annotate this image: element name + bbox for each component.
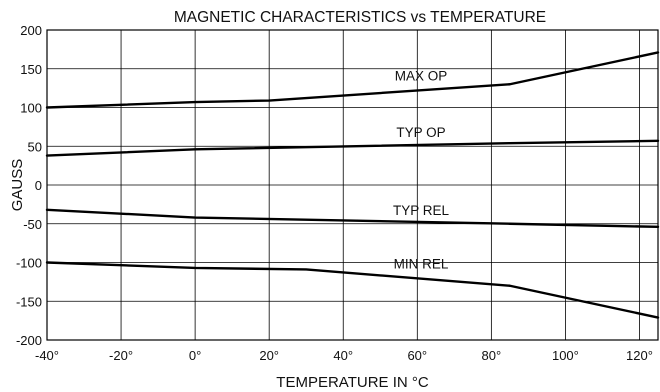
y-tick-label: -150 — [16, 294, 42, 309]
y-tick-label: -100 — [16, 256, 42, 271]
x-tick-label: 0° — [189, 348, 201, 363]
y-tick-label: 200 — [20, 23, 42, 38]
series-label-max-op: MAX OP — [395, 68, 448, 83]
x-tick-label: 80° — [482, 348, 502, 363]
y-tick-label: -200 — [16, 333, 42, 348]
series-line-typ-rel — [45, 208, 660, 229]
chart-title: MAGNETIC CHARACTERISTICS vs TEMPERATURE — [174, 9, 546, 26]
x-tick-label: 60° — [407, 348, 427, 363]
tick-labels: -40° -20° 0° 20° 40° 60° 80° 100° 120° -200 -150 -1… — [16, 23, 653, 363]
series-lines — [45, 51, 660, 319]
y-tick-label: 50 — [28, 139, 42, 154]
x-tick-label: 120° — [626, 348, 653, 363]
grid-lines — [46, 29, 658, 341]
x-axis-label: TEMPERATURE IN °C — [276, 374, 429, 391]
series-label-typ-rel: TYP REL — [393, 203, 450, 218]
plot-frame — [46, 29, 659, 341]
x-tick-label: 20° — [259, 348, 279, 363]
x-tick-label: 100° — [552, 348, 579, 363]
x-tick-label: -40° — [35, 348, 59, 363]
y-axis-label: GAUSS — [9, 159, 26, 212]
series-line-min-rel — [45, 261, 660, 319]
series-line-max-op — [45, 51, 660, 109]
series-labels: MAX OP TYP OP TYP REL MIN REL — [393, 68, 450, 271]
y-tick-label: 0 — [35, 178, 42, 193]
series-line-typ-op — [45, 139, 660, 157]
series-label-min-rel: MIN REL — [394, 257, 449, 272]
y-tick-label: 150 — [20, 62, 42, 77]
y-tick-label: -50 — [23, 217, 42, 232]
series-label-typ-op: TYP OP — [396, 125, 445, 140]
x-tick-label: 40° — [333, 348, 353, 363]
x-tick-label: -20° — [109, 348, 133, 363]
y-tick-label: 100 — [20, 101, 42, 116]
